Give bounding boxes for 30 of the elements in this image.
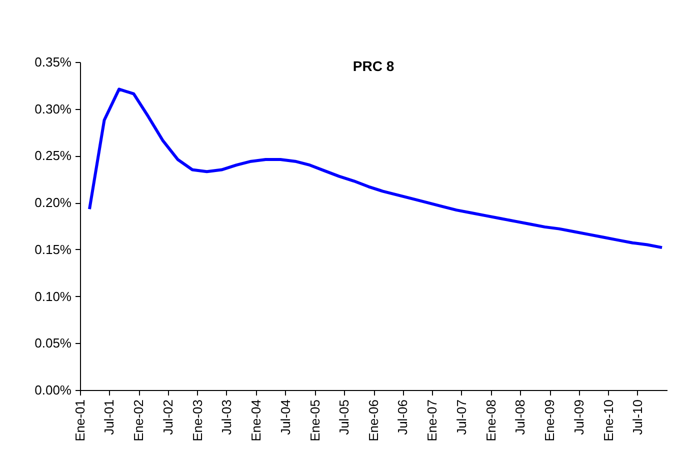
x-tick-label: Jul-09 [571,400,586,435]
y-tick-label: 0.35% [34,54,72,70]
x-tick-label: Jul-02 [160,400,176,435]
x-tick-label: Jul-10 [630,400,645,435]
x-tick-label: Jul-05 [336,400,352,435]
line-series [88,88,664,250]
x-tick-label: Ene-04 [248,400,264,442]
x-tick-label: Ene-07 [424,400,440,442]
x-tick-label: Ene-10 [600,400,616,442]
x-tick-label: Jul-06 [395,400,410,435]
x-tick-label: Ene-06 [366,400,381,442]
x-tick-label: Ene-09 [542,400,558,442]
x-tick-label: Ene-05 [307,400,322,442]
y-tick-label: 0.20% [34,195,72,210]
x-tick-label: Jul-07 [454,400,469,435]
x-tick-label: Ene-02 [131,400,146,442]
x-tick-label: Jul-03 [218,400,234,435]
x-tick-label: Ene-08 [483,400,498,442]
x-tick-label: Jul-01 [102,400,117,435]
chart-title: PRC 8 [352,58,394,74]
y-tick-label: 0.05% [34,336,72,351]
y-tick-label: 0.25% [34,148,72,164]
x-tick-label: Ene-03 [190,400,205,442]
x-tick-label: Jul-08 [512,400,528,435]
y-tick-label: 0.10% [34,288,72,304]
x-tick-label: Ene-01 [72,400,88,442]
y-tick-label: 0.15% [34,242,72,257]
y-tick-label: 0.00% [34,382,72,398]
x-tick-label: Jul-04 [278,400,293,435]
y-tick-label: 0.30% [34,101,72,116]
